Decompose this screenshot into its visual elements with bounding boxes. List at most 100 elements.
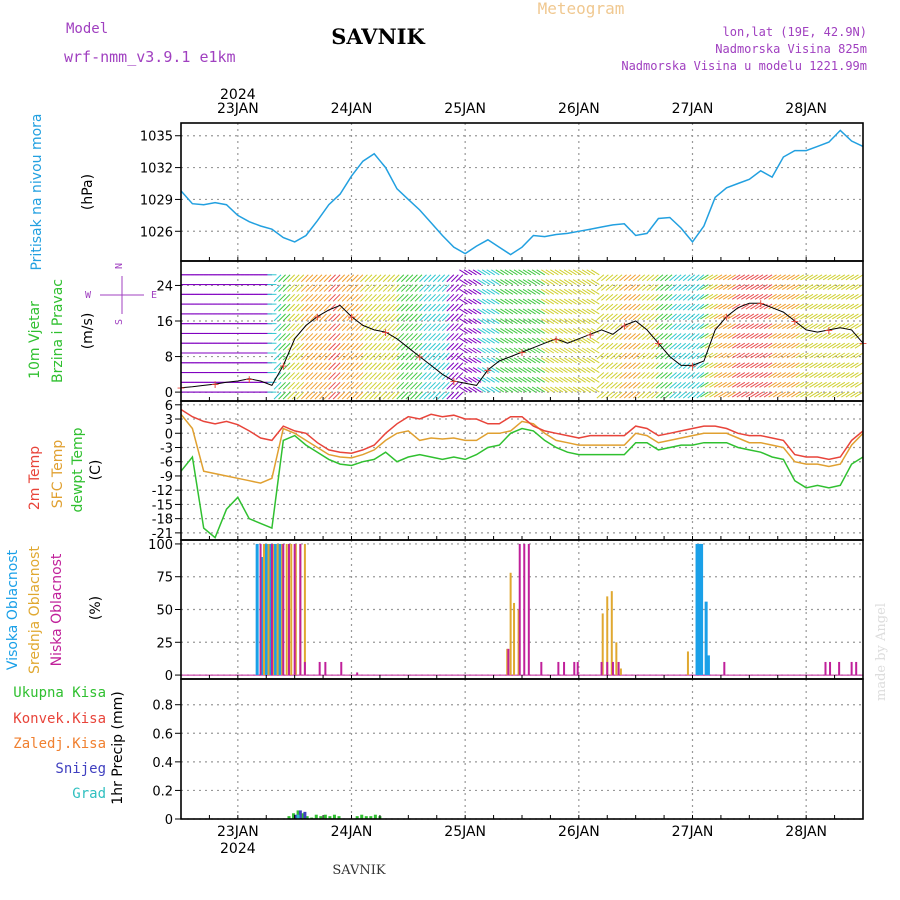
wind-barb (700, 274, 709, 281)
wind-barb (577, 308, 586, 315)
wind-barb (646, 333, 655, 340)
wind-barb (572, 386, 582, 393)
wind-barb (554, 357, 564, 364)
cloud-bar (517, 609, 520, 676)
wind-barb (541, 308, 550, 315)
wind-barb (400, 284, 409, 292)
wind-barb (777, 342, 786, 349)
wind-barb (387, 333, 396, 341)
wind-barb (446, 352, 455, 361)
wind-barb (596, 381, 605, 389)
wind-barb (772, 391, 782, 398)
wind-barb (391, 293, 400, 302)
wind-barb (446, 323, 455, 332)
wind-barb (450, 381, 459, 390)
wind-barb (291, 274, 300, 283)
wind-barb (841, 372, 850, 378)
wind-barb (323, 284, 332, 292)
wind-barb (660, 362, 668, 370)
wind-barb (669, 274, 677, 282)
wind-barb (841, 284, 850, 290)
wind-barb (591, 328, 600, 334)
wind-barb (414, 391, 423, 400)
wind-barb (459, 337, 468, 344)
wind-barb (563, 298, 573, 305)
wind-barb (673, 391, 682, 399)
wind-barb (845, 323, 855, 330)
wind-barb (682, 352, 691, 360)
wind-gust-mark: + (381, 326, 390, 339)
wind-barb (428, 293, 436, 302)
wind-barb (481, 347, 491, 354)
wind-barb (768, 293, 777, 300)
wind-barb (531, 328, 541, 334)
wind-barb (518, 279, 527, 285)
wind-barb (410, 293, 418, 302)
wind-barb (450, 372, 459, 380)
wind-barb (795, 381, 805, 388)
y-tick-label: -15 (152, 498, 173, 513)
cloud-bar (513, 602, 516, 676)
wind-barb (391, 333, 400, 341)
wind-barb (691, 342, 700, 350)
wind-barb (355, 391, 364, 400)
wind-barb (572, 279, 582, 285)
wind-barb (800, 323, 809, 330)
wind-barb (446, 391, 455, 400)
wind-barb (273, 381, 282, 390)
wind-barb (700, 342, 709, 349)
wind-barb (605, 381, 614, 389)
wind-barb (809, 293, 818, 300)
x-tick-label-top: 27JAN (672, 101, 714, 117)
wind-barb (346, 293, 355, 302)
wind-barb (781, 381, 791, 388)
wind-barb (468, 298, 477, 305)
cloud-bar (601, 613, 604, 676)
wind-barb (822, 293, 832, 300)
wind-barb (709, 352, 718, 359)
wind-barb (428, 391, 436, 400)
wind-barb (500, 386, 509, 393)
wind-barb (696, 293, 705, 301)
wind-barb (601, 372, 609, 379)
wind-barb (632, 323, 641, 331)
cloud-bar (695, 543, 699, 676)
wind-barb (337, 342, 346, 351)
wind-barb (378, 372, 386, 380)
wind-barb (601, 342, 609, 350)
x-tick-label-bottom: 24JAN (331, 824, 373, 840)
wind-barb (314, 274, 323, 283)
wind-barb (382, 303, 391, 312)
wind-barb (763, 391, 773, 398)
wind-barb (319, 284, 327, 292)
wind-barb (563, 318, 573, 325)
wind-barb (759, 284, 768, 290)
wind-barb (323, 293, 332, 302)
wind-barb (522, 386, 532, 393)
wind-barb (387, 293, 396, 302)
wind-barb (468, 269, 477, 276)
wind-barb (850, 284, 859, 290)
wind-barb (800, 391, 809, 398)
wind-barb (391, 342, 400, 351)
wind-barb (382, 313, 391, 322)
wind-barb (745, 323, 755, 330)
wind-barb (818, 381, 827, 388)
wind-barb (282, 284, 291, 292)
wind-barb (509, 288, 518, 295)
wind-barb (804, 274, 814, 281)
wind-barb (754, 293, 764, 300)
wind-barb (314, 391, 323, 400)
wind-barb (718, 323, 727, 330)
wind-barb (305, 313, 314, 322)
wind-barb (822, 381, 832, 388)
wind-barb (541, 318, 550, 325)
wind-barb (781, 323, 791, 330)
wind-barb (323, 381, 332, 390)
wind-barb (373, 313, 382, 322)
wind-barb (291, 323, 300, 332)
wind-barb (610, 391, 618, 399)
wind-barb (481, 288, 491, 295)
wind-barb (405, 372, 414, 380)
cloud-bar (272, 543, 275, 676)
